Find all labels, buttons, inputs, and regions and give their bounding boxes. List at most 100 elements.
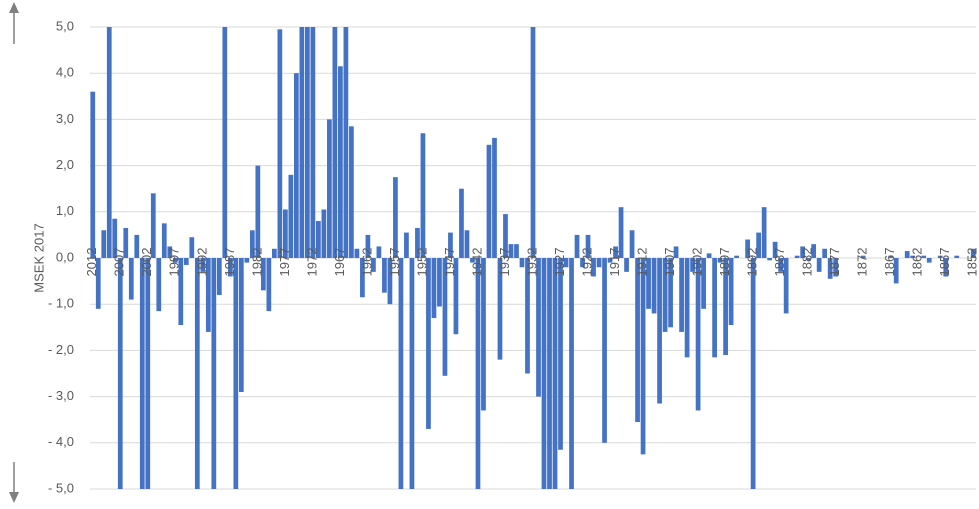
bar [393, 177, 398, 258]
bar [728, 258, 734, 325]
bar [816, 258, 822, 272]
bar [563, 258, 569, 268]
bar [800, 246, 806, 258]
x-tick-label: 1937 [497, 248, 512, 277]
bar [349, 126, 354, 258]
y-tick-label: 5,0 [56, 18, 74, 33]
bar [833, 258, 839, 277]
bar [200, 258, 206, 272]
x-tick-label: 1967 [332, 248, 347, 277]
x-tick-label: 1997 [167, 248, 182, 277]
bar [778, 258, 784, 272]
x-tick-label: 1902 [690, 248, 705, 277]
bar [475, 258, 481, 489]
bar [442, 258, 448, 376]
bar [117, 258, 123, 489]
bar [794, 255, 800, 258]
x-tick-label: 1862 [910, 248, 925, 277]
x-tick-label: 1962 [359, 248, 374, 277]
x-tick-label: 1977 [277, 248, 292, 277]
bar [668, 258, 673, 328]
bar [404, 232, 409, 258]
bar [624, 258, 629, 272]
bar [497, 258, 503, 360]
bar [508, 244, 514, 258]
bar [266, 258, 272, 312]
x-tick-label: 2007 [112, 248, 127, 277]
bar [387, 258, 393, 305]
bar [519, 258, 525, 268]
x-tick-label: 1887 [772, 248, 787, 277]
x-tick-label: 1972 [304, 248, 319, 277]
bar [503, 214, 508, 258]
bar [282, 209, 288, 258]
bar [860, 255, 866, 258]
bar [811, 244, 817, 258]
bar [415, 227, 420, 258]
x-tick-label: 1987 [222, 248, 237, 277]
bar [657, 258, 662, 404]
bar [470, 258, 475, 263]
bar [178, 258, 184, 325]
bar [371, 258, 376, 272]
bar [695, 258, 701, 411]
bar [580, 258, 585, 268]
y-tick-label: 0,0 [56, 249, 74, 264]
bar [492, 137, 497, 258]
x-tick-label: 1952 [414, 248, 429, 277]
bar [233, 258, 239, 489]
x-tick-label: 1867 [882, 248, 897, 277]
bar [260, 258, 266, 291]
bar [701, 258, 706, 309]
bar [420, 133, 426, 258]
bar [343, 27, 349, 258]
bar [805, 258, 811, 261]
bar [299, 27, 305, 258]
y-tick-label: - 4,0 [48, 434, 74, 449]
bar [613, 246, 618, 258]
bar [101, 230, 107, 258]
bar [271, 248, 277, 258]
bar [205, 258, 211, 332]
bar [904, 251, 910, 258]
y-tick-label: 1,0 [56, 203, 74, 218]
bar [525, 258, 530, 374]
x-tick-label: 1897 [717, 248, 732, 277]
bar [970, 248, 976, 258]
y-tick-label: 4,0 [56, 65, 74, 80]
bar [679, 258, 684, 332]
bar [618, 207, 624, 258]
bar [244, 258, 250, 263]
bar [772, 241, 778, 258]
bar [767, 258, 772, 261]
bar [453, 258, 459, 335]
bar [288, 174, 294, 258]
bar [552, 258, 558, 489]
y-tick-label: - 1,0 [48, 296, 74, 311]
bar [723, 258, 728, 356]
x-tick-label: 2002 [139, 248, 154, 277]
bar [189, 237, 195, 258]
x-tick-label: 1852 [965, 248, 979, 277]
bar [194, 258, 200, 489]
bar [673, 246, 679, 258]
bar [227, 258, 233, 277]
bar [316, 221, 321, 258]
bar [338, 66, 343, 259]
bar [327, 119, 332, 259]
bar [382, 258, 387, 293]
bar [172, 258, 178, 263]
bar [937, 255, 943, 258]
bar [690, 258, 695, 272]
bar [651, 258, 657, 314]
x-tick-label: 1857 [937, 248, 952, 277]
x-tick-label: 1992 [194, 248, 209, 277]
bar [211, 258, 217, 489]
bar [360, 258, 365, 298]
bar [756, 232, 761, 258]
bar [893, 258, 899, 284]
bar [536, 258, 541, 397]
bar [459, 188, 464, 258]
x-tick-label: 1882 [800, 248, 815, 277]
bar [437, 258, 442, 307]
